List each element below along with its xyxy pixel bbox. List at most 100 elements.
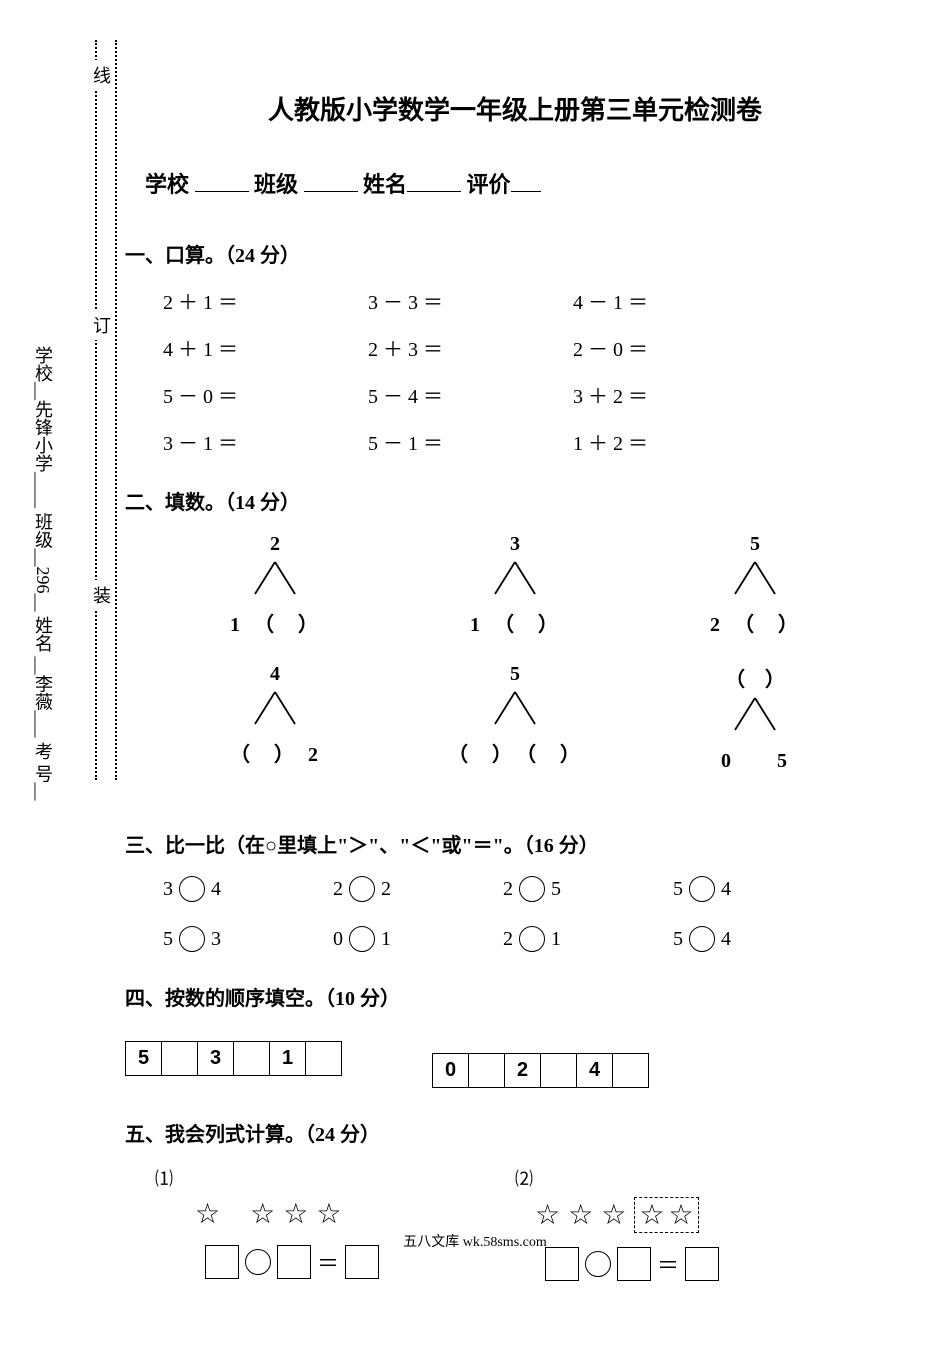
section-4-row: 5 3 1 0 2 4	[125, 1029, 905, 1088]
calc-cell: 2 － 0 ＝	[573, 333, 778, 362]
seq-cell: 0	[433, 1054, 469, 1088]
split-item: 5 （ ） （ ）	[395, 663, 635, 773]
seq-cell	[613, 1054, 649, 1088]
star-icon: ☆	[668, 1198, 693, 1232]
compare-circle	[519, 876, 545, 902]
compare-row: 34 22 25 54	[163, 876, 905, 902]
compare-cell: 01	[333, 926, 503, 952]
equals-sign: ＝	[657, 1248, 679, 1280]
seq-cell	[162, 1042, 198, 1076]
calc-cell: 4 ＋ 1 ＝	[163, 333, 368, 362]
q5-stars-1: ☆ ☆ ☆ ☆	[195, 1197, 515, 1231]
binding-labels: 装 订 线	[93, 20, 117, 780]
section-5-row: ⑴ ☆ ☆ ☆ ☆ ＝ ⑵ ☆ ☆ ☆ ☆	[155, 1165, 905, 1281]
answer-box	[545, 1247, 579, 1281]
seq-cell	[234, 1042, 270, 1076]
binding-ding: 订	[93, 310, 111, 340]
split-v-icon	[250, 690, 300, 726]
split-top: 5	[395, 663, 635, 686]
split-item: 3 1 （ ）	[395, 533, 635, 637]
header-fill-line: 学校 班级 姓名 评价	[145, 167, 905, 199]
split-v-icon	[490, 560, 540, 596]
split-bottom: 1 （ ）	[395, 608, 635, 637]
calc-cell: 2 ＋ 3 ＝	[368, 333, 573, 362]
calc-cell: 5 － 0 ＝	[163, 380, 368, 409]
compare-circle	[519, 926, 545, 952]
seq-cell: 3	[198, 1042, 234, 1076]
label-name: 姓名	[363, 172, 407, 197]
compare-cell: 34	[163, 876, 333, 902]
answer-box	[685, 1247, 719, 1281]
compare-circle	[349, 876, 375, 902]
split-v-icon	[730, 696, 780, 732]
split-bottom: 1 （ ）	[155, 608, 395, 637]
binding-margin: 学校__先锋小学____ 班级__296__ 姓名 __李薇___ 考 号__ …	[25, 20, 95, 820]
split-bottom: 0 5	[635, 744, 875, 773]
split-top: 2	[155, 533, 395, 556]
seq-cell: 2	[505, 1054, 541, 1088]
calc-row: 5 － 0 ＝ 5 － 4 ＝ 3 ＋ 2 ＝	[163, 380, 905, 409]
label-class: 班级	[254, 172, 298, 197]
label-eval: 评价	[467, 172, 511, 197]
section-3-head: 三、比一比（在○里填上"＞"、"＜"或"＝"。（16 分）	[125, 829, 905, 858]
compare-cell: 25	[503, 876, 673, 902]
compare-circle	[689, 926, 715, 952]
calc-cell: 1 ＋ 2 ＝	[573, 427, 778, 456]
binding-zhuang: 装	[93, 580, 111, 610]
binding-info: 学校__先锋小学____ 班级__296__ 姓名 __李薇___ 考 号__	[30, 20, 56, 800]
label-school: 学校	[145, 172, 189, 197]
star-icon: ☆	[195, 1197, 220, 1231]
section-1-head: 一、口算。（24 分）	[125, 239, 905, 268]
seq-cell: 1	[270, 1042, 306, 1076]
calc-row: 4 ＋ 1 ＝ 2 ＋ 3 ＝ 2 － 0 ＝	[163, 333, 905, 362]
compare-circle	[689, 876, 715, 902]
q5-stars-2: ☆ ☆ ☆ ☆ ☆	[535, 1197, 875, 1233]
q5-label-1: ⑴	[155, 1169, 173, 1189]
compare-cell: 54	[673, 926, 843, 952]
calc-row: 2 ＋ 1 ＝ 3 － 3 ＝ 4 － 1 ＝	[163, 286, 905, 315]
page-content: 人教版小学数学一年级上册第三单元检测卷 学校 班级 姓名 评价 一、口算。（24…	[125, 90, 905, 1281]
split-item: 5 2 （ ）	[635, 533, 875, 637]
split-v-icon	[250, 560, 300, 596]
page-footer: 五八文库 wk.58sms.com	[0, 1231, 950, 1251]
star-icon: ☆	[568, 1198, 593, 1232]
seq-cell: 4	[577, 1054, 613, 1088]
star-box: ☆ ☆	[634, 1197, 698, 1233]
calc-cell: 5 － 4 ＝	[368, 380, 573, 409]
star-icon: ☆	[639, 1198, 664, 1232]
star-icon: ☆	[250, 1197, 275, 1231]
compare-cell: 54	[673, 876, 843, 902]
q5-item-2: ⑵ ☆ ☆ ☆ ☆ ☆ ＝	[515, 1165, 875, 1281]
split-item: （ ） 0 5	[635, 663, 875, 773]
split-item: 2 1 （ ）	[155, 533, 395, 637]
seq-cell	[306, 1042, 342, 1076]
seq-cell: 5	[126, 1042, 162, 1076]
calc-row: 3 － 1 ＝ 5 － 1 ＝ 1 ＋ 2 ＝	[163, 427, 905, 456]
calc-cell: 3 ＋ 2 ＝	[573, 380, 778, 409]
split-bottom: （ ） （ ）	[395, 738, 635, 767]
calc-cell: 3 － 1 ＝	[163, 427, 368, 456]
compare-circle	[179, 876, 205, 902]
q5-label-2: ⑵	[515, 1169, 533, 1189]
seq-table-1: 5 3 1	[125, 1041, 342, 1076]
split-top: 3	[395, 533, 635, 556]
section-2-grid: 2 1 （ ） 3 1 （ ） 5 2 （ ） 4 （ ） 2 5 （ ） （ …	[155, 533, 905, 799]
star-icon: ☆	[601, 1198, 626, 1232]
compare-cell: 22	[333, 876, 503, 902]
section-2-head: 二、填数。（14 分）	[125, 486, 905, 515]
operator-circle	[245, 1249, 271, 1275]
split-v-icon	[490, 690, 540, 726]
calc-cell: 2 ＋ 1 ＝	[163, 286, 368, 315]
section-1-grid: 2 ＋ 1 ＝ 3 － 3 ＝ 4 － 1 ＝ 4 ＋ 1 ＝ 2 ＋ 3 ＝ …	[163, 286, 905, 456]
split-top: 4	[155, 663, 395, 686]
compare-circle	[179, 926, 205, 952]
star-icon: ☆	[535, 1198, 560, 1232]
split-item: 4 （ ） 2	[155, 663, 395, 773]
operator-circle	[585, 1251, 611, 1277]
compare-row: 53 01 21 54	[163, 926, 905, 952]
page-title: 人教版小学数学一年级上册第三单元检测卷	[125, 90, 905, 127]
section-4-head: 四、按数的顺序填空。（10 分）	[125, 982, 905, 1011]
split-top: （ ）	[635, 663, 875, 692]
seq-cell	[469, 1054, 505, 1088]
seq-cell	[541, 1054, 577, 1088]
